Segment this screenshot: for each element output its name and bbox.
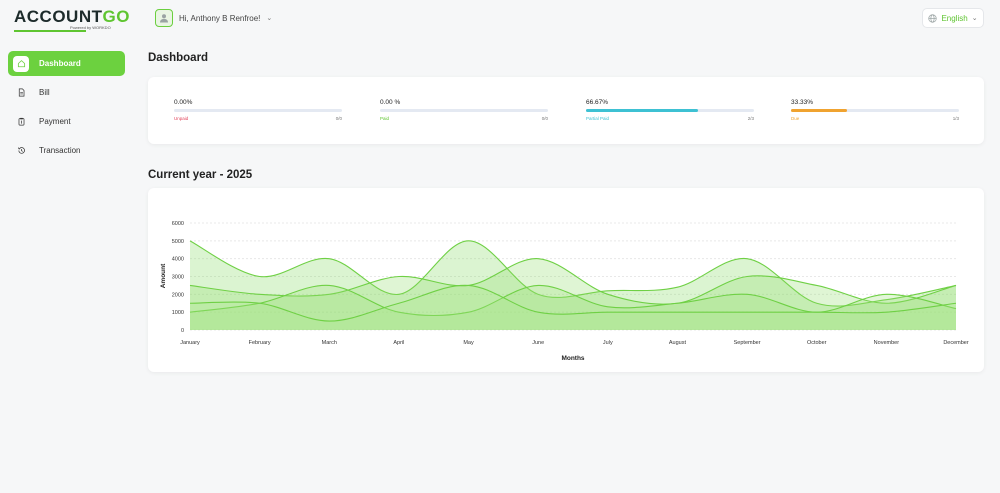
stat-count: 0/0: [335, 116, 342, 121]
series-line-0: [189, 240, 957, 307]
chart-section-title: Current year - 2025: [148, 169, 253, 181]
stat-count: 0/0: [541, 116, 548, 121]
progress-bar: [174, 109, 342, 112]
y-tick-label: 5000: [172, 239, 184, 245]
stat-unpaid: 0.00% Unpaid 0/0: [174, 99, 342, 121]
x-tick-label: May: [463, 340, 474, 346]
language-selector[interactable]: English ⌄: [922, 8, 984, 28]
series-line-1: [189, 258, 957, 305]
stat-label: Paid: [380, 116, 390, 121]
progress-fill: [586, 109, 698, 112]
page-title: Dashboard: [148, 52, 209, 64]
user-menu[interactable]: Hi, Anthony B Renfroe! ⌄: [155, 9, 272, 27]
sidebar-item-label: Dashboard: [39, 59, 81, 68]
yearly-chart-card: 0 1000 2000 3000 4000 5000 6000 January Februar…: [148, 188, 984, 372]
progress-bar: [586, 109, 754, 112]
x-tick-label: March: [322, 340, 337, 346]
sidebar-item-label: Bill: [39, 88, 50, 97]
series-area-2: [190, 285, 956, 330]
document-icon: [13, 85, 29, 101]
sidebar-item-payment[interactable]: Payment: [8, 109, 125, 134]
app-logo[interactable]: ACCOUNTGO Powered by WORKDO: [14, 7, 130, 32]
sidebar-item-label: Transaction: [39, 146, 81, 155]
avatar: [155, 9, 173, 27]
clipboard-icon: [13, 114, 29, 130]
sidebar-item-dashboard[interactable]: Dashboard: [8, 51, 125, 76]
x-tick-label: December: [943, 340, 969, 346]
series-area-0: [190, 240, 956, 330]
y-tick-label: 0: [181, 328, 184, 334]
x-axis-label: Months: [561, 355, 584, 362]
stat-label: Due: [791, 116, 800, 121]
logo-wordmark: ACCOUNTGO: [14, 7, 130, 26]
stat-percent: 66.67%: [586, 99, 609, 106]
y-tick-label: 1000: [172, 310, 184, 316]
stat-count: 1/3: [952, 116, 959, 121]
x-tick-label: September: [734, 340, 761, 346]
stat-partial-paid: 66.67% Partial Paid 2/3: [586, 99, 754, 121]
globe-icon: [928, 13, 938, 23]
chevron-down-icon: ⌄: [266, 15, 273, 22]
chevron-down-icon: ⌄: [971, 15, 978, 22]
series-line-3: [189, 284, 957, 322]
user-icon: [160, 14, 168, 23]
language-label: English: [941, 13, 968, 23]
logo-underline: [14, 30, 86, 32]
invoice-stats-card: 0.00% Unpaid 0/0 0.00 % Paid 0/0 66.67% Pa…: [148, 77, 984, 144]
stat-due: 33.33% Due 1/3: [791, 99, 959, 121]
x-tick-label: April: [393, 340, 404, 346]
stat-paid: 0.00 % Paid 0/0: [380, 99, 548, 121]
progress-fill: [791, 109, 847, 112]
x-tick-label: August: [669, 340, 687, 346]
y-tick-label: 6000: [172, 221, 184, 227]
sidebar: Dashboard Bill Payment Transaction: [8, 51, 125, 167]
stat-count: 2/3: [747, 116, 754, 121]
y-tick-label: 3000: [172, 275, 184, 281]
stat-percent: 0.00 %: [380, 99, 401, 106]
stat-label: Partial Paid: [586, 116, 610, 121]
sidebar-item-bill[interactable]: Bill: [8, 80, 125, 105]
x-tick-label: November: [874, 340, 900, 346]
stat-label: Unpaid: [174, 116, 189, 121]
progress-bar: [791, 109, 959, 112]
x-tick-label: February: [249, 340, 271, 346]
history-icon: [13, 143, 29, 159]
x-tick-label: June: [532, 340, 544, 346]
user-greeting: Hi, Anthony B Renfroe!: [179, 13, 261, 23]
sidebar-item-label: Payment: [39, 117, 71, 126]
home-icon: [13, 55, 29, 72]
stat-percent: 33.33%: [791, 99, 814, 106]
x-tick-label: July: [603, 340, 613, 346]
progress-bar: [380, 109, 548, 112]
x-tick-label: January: [180, 340, 200, 346]
sidebar-item-transaction[interactable]: Transaction: [8, 138, 125, 163]
stat-percent: 0.00%: [174, 99, 193, 106]
y-tick-label: 4000: [172, 257, 184, 263]
x-tick-label: October: [807, 340, 827, 346]
y-tick-label: 2000: [172, 292, 184, 298]
area-chart: 0 1000 2000 3000 4000 5000 6000 January Februar…: [160, 221, 969, 362]
y-axis-label: Amount: [160, 263, 167, 288]
series-area-3: [190, 285, 956, 330]
logo-tagline: Powered by WORKDO: [70, 25, 111, 30]
